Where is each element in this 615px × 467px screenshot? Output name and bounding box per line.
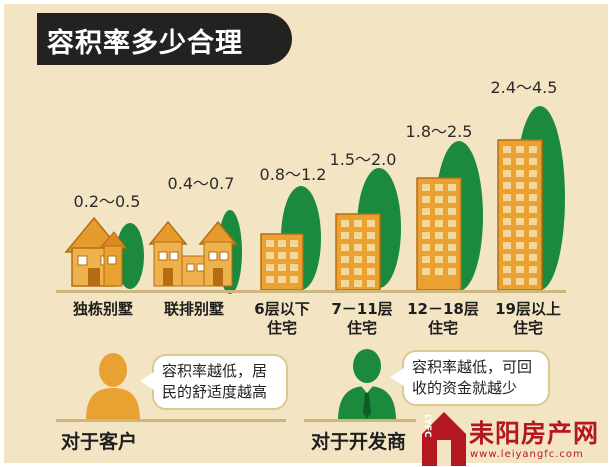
- page-title: 容积率多少合理: [47, 28, 243, 59]
- customer-divider: [56, 419, 286, 422]
- bubble-line: 容积率越低，可回: [412, 358, 533, 376]
- ratio-high-rise: 2.4～4.5: [490, 78, 558, 97]
- watermark-url: www.leiyangfc.com: [470, 449, 584, 460]
- customer-person-icon: [86, 353, 140, 420]
- label-line: 住宅: [266, 319, 297, 337]
- mid-high-rise-building-icon: [416, 141, 483, 291]
- label-line: 6层以下: [254, 300, 310, 318]
- bubble-line: 民的舒适度越高: [162, 383, 268, 401]
- house-logo-icon: [422, 412, 466, 466]
- developer-divider: [304, 419, 416, 422]
- label-line: 12－18层: [407, 300, 479, 318]
- label-high-rise: 19层以上 住宅: [486, 300, 570, 338]
- bubble-line: 收的资金就越少: [412, 379, 518, 397]
- developer-person-icon: [338, 349, 396, 421]
- ratio-mid-high-rise: 1.8～2.5: [405, 122, 473, 141]
- label-line: 7－11层: [331, 300, 393, 318]
- site-watermark: LYFC 耒阳房产网 www.leiyangfc.com: [420, 408, 615, 467]
- high-rise-building-icon: [497, 106, 565, 291]
- multi-storey-building-icon: [335, 168, 401, 291]
- developer-speech-bubble: 容积率越低，可回 收的资金就越少: [402, 350, 550, 406]
- low-rise-building-icon: [260, 186, 321, 291]
- ratio-townhouse: 0.4～0.7: [167, 174, 235, 193]
- label-multi-storey: 7－11层 住宅: [322, 300, 402, 338]
- label-line: 联排别墅: [163, 300, 224, 318]
- label-detached-villa: 独栋别墅: [63, 300, 143, 319]
- customer-speech-bubble: 容积率越低，居 民的舒适度越高: [152, 354, 288, 410]
- ratio-multi-storey: 1.5～2.0: [329, 150, 397, 169]
- watermark-side-text: LYFC: [422, 414, 432, 438]
- infographic-panel: 容积率多少合理 0.2～0.5 0.4～0.7 0.8～1.2 1.5～2.0 …: [4, 4, 608, 463]
- bubble-line: 容积率越低，居: [162, 362, 268, 380]
- customer-label: 对于客户: [61, 431, 138, 453]
- townhouse-icon: [148, 210, 242, 294]
- label-line: 住宅: [512, 319, 543, 337]
- label-line: 19层以上: [495, 300, 561, 318]
- watermark-site-name: 耒阳房产网: [469, 419, 600, 448]
- title-banner: 容积率多少合理: [37, 13, 292, 65]
- speech-bubble-tail: [140, 372, 154, 390]
- label-line: 住宅: [346, 319, 377, 337]
- ground-line: [56, 290, 566, 293]
- ratio-detached-villa: 0.2～0.5: [73, 192, 141, 211]
- label-line: 独栋别墅: [72, 300, 133, 318]
- developer-label: 对于开发商: [311, 431, 407, 453]
- label-low-rise: 6层以下 住宅: [242, 300, 322, 338]
- label-mid-high-rise: 12－18层 住宅: [401, 300, 485, 338]
- speech-bubble-tail: [390, 368, 404, 386]
- ratio-low-rise: 0.8～1.2: [259, 165, 327, 184]
- label-line: 住宅: [427, 319, 458, 337]
- label-townhouse: 联排别墅: [154, 300, 234, 319]
- detached-villa-icon: [64, 216, 144, 289]
